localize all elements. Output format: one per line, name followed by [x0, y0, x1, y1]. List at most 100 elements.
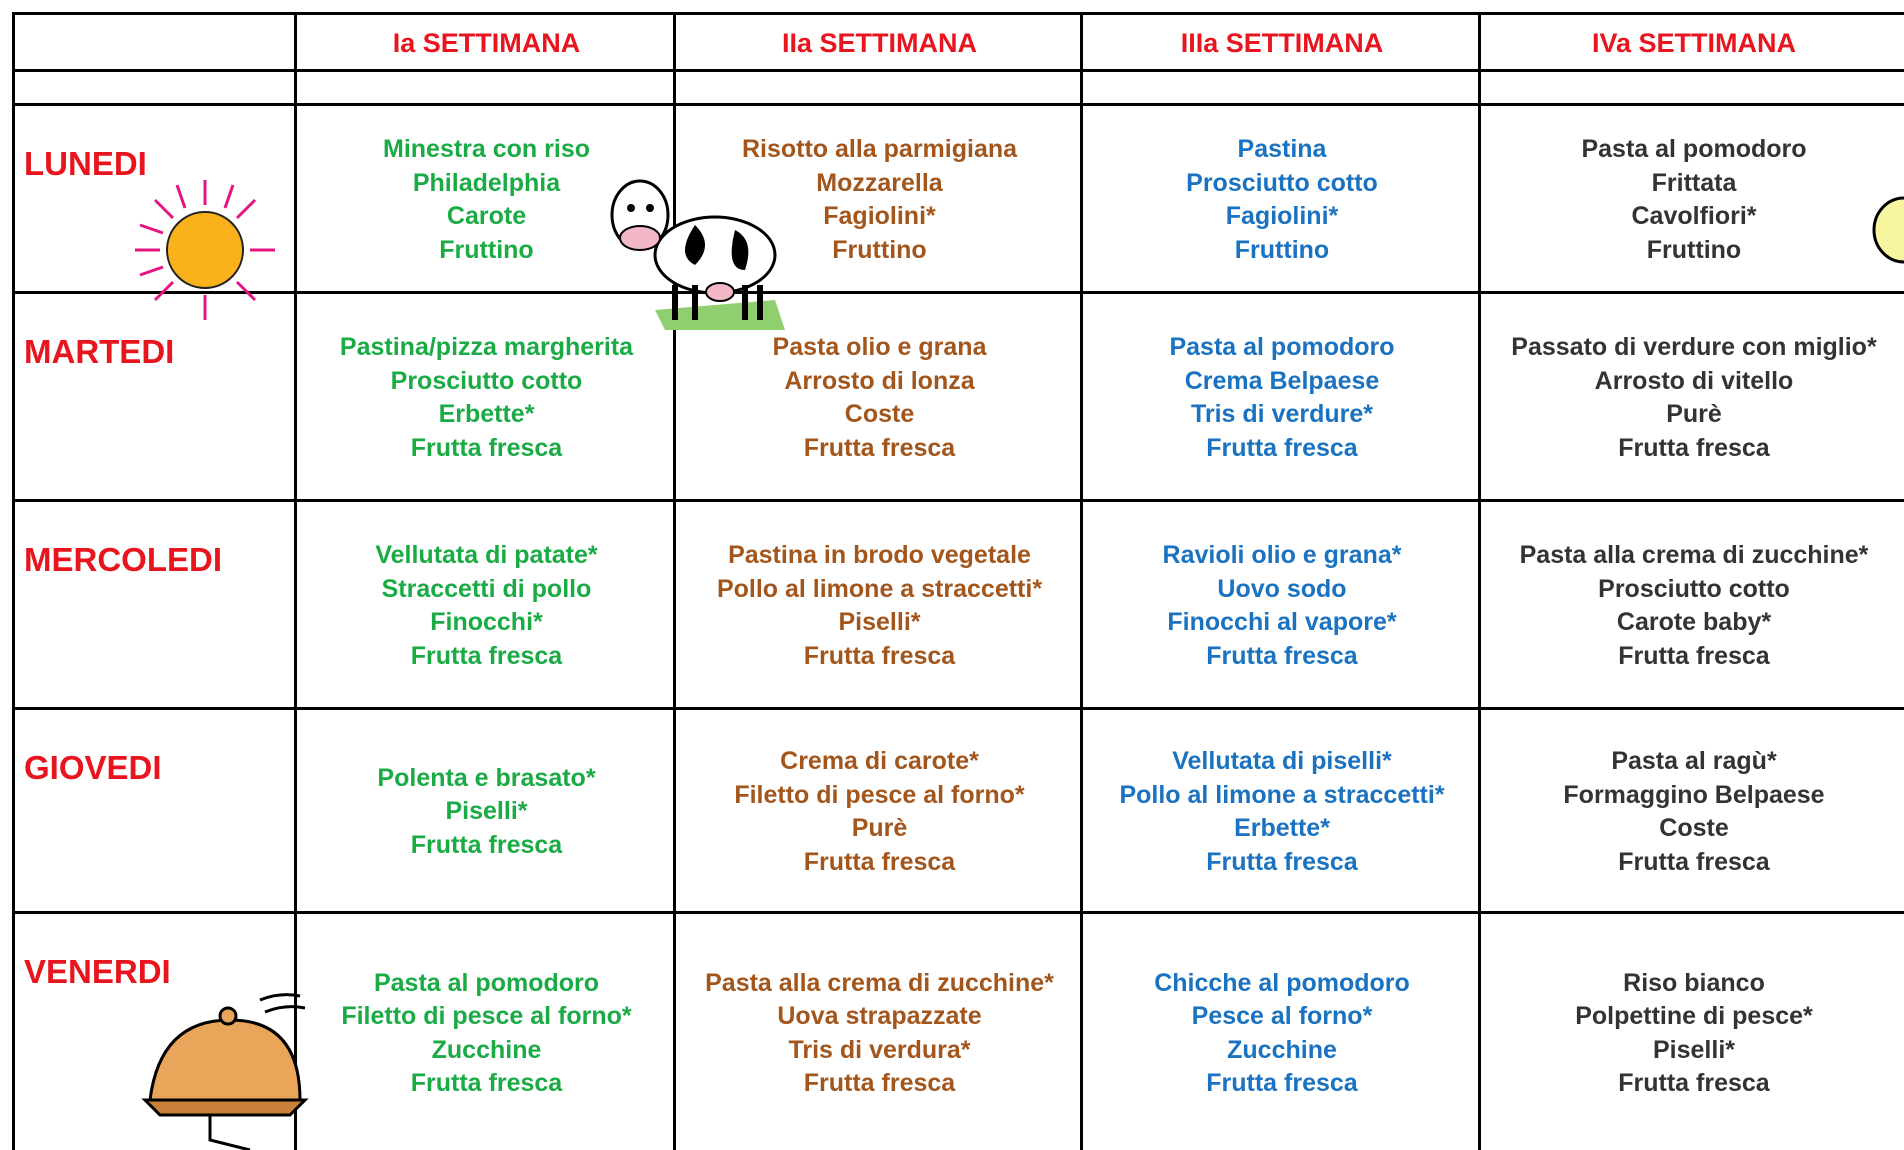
week-header: Ia SETTIMANA [294, 12, 676, 72]
corner-cell [12, 12, 297, 72]
spacer-cell [673, 69, 1083, 106]
week-title: IIIa SETTIMANA [1180, 27, 1384, 58]
cow-icon [610, 179, 785, 330]
spacer-cell [1478, 69, 1904, 106]
menu-item: Frutta fresca [1618, 847, 1770, 876]
menu-item: Carote baby* [1616, 608, 1772, 636]
week-title: Ia SETTIMANA [392, 27, 581, 58]
menu-item: Pasta al pomodoro [1581, 135, 1807, 163]
menu-cell: Vellutata di piselli* Pollo al limone a s… [1080, 707, 1481, 914]
menu-item: Crema Belpaese [1184, 366, 1380, 395]
menu-item: Chicche al pomodoro [1154, 968, 1410, 997]
menu-item: Pesce al forno* [1191, 1002, 1373, 1030]
menu-item: Pollo al limone a straccetti* [716, 574, 1043, 603]
menu-item: Fagiolini* [1225, 202, 1339, 230]
menu-cell: Pastina/pizza margherita Prosciutto cotto… [294, 291, 676, 502]
menu-item: Pastina in brodo vegetale [728, 541, 1031, 569]
day-cell [12, 291, 297, 502]
menu-item: Arrosto di lonza [784, 366, 975, 395]
menu-item: Piselli* [1653, 1035, 1735, 1064]
menu-item: Vellutata di piselli* [1172, 747, 1392, 775]
menu-item: Vellutata di patate* [375, 541, 598, 569]
menu-item: Coste [1659, 814, 1729, 842]
menu-item: Frutta fresca [410, 830, 563, 859]
menu-item: Pasta al pomodoro [1169, 333, 1395, 361]
menu-cell: Riso bianco Polpettine di pesce* Piselli* F… [1478, 911, 1904, 1150]
menu-cell: Pasta alla crema di zucchine* Prosciutto … [1478, 499, 1904, 710]
menu-item: Riso bianco [1623, 968, 1765, 997]
menu-item: Erbette* [1234, 814, 1330, 842]
menu-item: Frutta fresca [1618, 641, 1770, 670]
menu-cell: Minestra con riso Philadelphia Carote Frutt… [294, 103, 676, 294]
day-name: MARTEDI [24, 333, 175, 370]
menu-cell: Vellutata di patate* Straccetti di pollo F… [294, 499, 676, 710]
menu-item: Pasta al pomodoro [373, 968, 600, 997]
menu-item: Polpettine di pesce* [1575, 1002, 1813, 1030]
menu-item: Minestra con riso [383, 135, 590, 163]
menu-item: Pollo al limone a straccetti* [1119, 780, 1445, 809]
menu-item: Purè [1666, 400, 1722, 428]
menu-cell: Pasta alla crema di zucchine* Uova strapa… [673, 911, 1083, 1150]
menu-item: Frutta fresca [803, 847, 956, 876]
menu-item: Fruttino [439, 235, 534, 264]
menu-item: Uovo sodo [1217, 574, 1347, 603]
menu-item: Frutta fresca [803, 641, 956, 670]
menu-item: Fruttino [832, 235, 927, 264]
menu-cell: Pasta al pomodoro Crema Belpaese Tris di v… [1080, 291, 1481, 502]
menu-item: Tris di verdura* [788, 1035, 971, 1064]
day-name: VENERDI [24, 953, 171, 990]
spacer-cell [294, 69, 676, 106]
day-name: LUNEDI [24, 145, 147, 182]
menu-cell: Pasta olio e grana Arrosto di lonza Coste F… [673, 291, 1083, 502]
menu-item: Frutta fresca [1206, 847, 1358, 876]
menu-item: Polenta e brasato* [377, 763, 596, 792]
menu-item: Risotto alla parmigiana [741, 135, 1018, 163]
menu-item: Pasta al ragù* [1611, 747, 1777, 775]
menu-item: Arrosto di vitello [1594, 366, 1794, 395]
menu-cell: Pastina in brodo vegetale Pollo al limone… [673, 499, 1083, 710]
menu-cell: Pasta al ragù* Formaggino Belpaese Coste Fr… [1478, 707, 1904, 914]
menu-item: Piselli* [445, 797, 528, 826]
menu-cell: Pasta al pomodoro Frittata Cavolfiori* Frut… [1478, 103, 1904, 294]
menu-item: Fruttino [1234, 235, 1330, 264]
menu-item: Frutta fresca [1618, 1069, 1770, 1097]
menu-item: Purè [851, 814, 908, 842]
menu-item: Frutta fresca [803, 433, 956, 462]
menu-item: Finocchi* [430, 608, 543, 636]
menu-cell: Chicche al pomodoro Pesce al forno* Zucchi… [1080, 911, 1481, 1150]
menu-cell: Passato di verdure con miglio* Arrosto di… [1478, 291, 1904, 502]
menu-item: Prosciutto cotto [1598, 574, 1790, 603]
menu-cell: Pasta al pomodoro Filetto di pesce al for… [294, 911, 676, 1150]
menu-item: Zucchine [431, 1035, 542, 1064]
menu-item: Erbette* [438, 400, 535, 428]
menu-item: Frutta fresca [410, 433, 563, 462]
sun-icon [135, 180, 275, 320]
menu-item: Formaggino Belpaese [1563, 780, 1825, 809]
menu-cell: Polenta e brasato* Piselli* Frutta fresca [294, 707, 676, 914]
day-name: MERCOLEDI [24, 541, 222, 578]
menu-cell: Risotto alla parmigiana Mozzarella Fagioli… [673, 103, 1083, 294]
menu-item: Prosciutto cotto [1186, 168, 1378, 197]
menu-item: Filetto di pesce al forno* [734, 780, 1025, 809]
menu-item: Fruttino [1646, 235, 1742, 264]
menu-item: Frittata [1651, 168, 1737, 197]
week-title: IVa SETTIMANA [1591, 27, 1797, 58]
spacer-cell [1080, 69, 1481, 106]
week-header: IIIa SETTIMANA [1080, 12, 1481, 72]
day-cell [12, 103, 297, 294]
menu-item: Frutta fresca [1618, 433, 1770, 462]
day-cell [12, 499, 297, 710]
day-cell [12, 911, 297, 1150]
menu-item: Finocchi al vapore* [1167, 608, 1397, 636]
menu-item: Prosciutto cotto [390, 366, 583, 395]
menu-cell: Crema di carote* Filetto di pesce al forn… [673, 707, 1083, 914]
menu-item: Pasta alla crema di zucchine* [705, 968, 1054, 997]
menu-item: Zucchine [1227, 1035, 1337, 1064]
menu-item: Crema di carote* [780, 747, 979, 775]
menu-item: Pastina/pizza margherita [339, 333, 634, 361]
spacer-cell [12, 69, 297, 106]
menu-item: Frutta fresca [410, 641, 563, 670]
menu-item: Passato di verdure con miglio* [1511, 333, 1877, 361]
menu-item: Frutta fresca [1206, 433, 1358, 462]
